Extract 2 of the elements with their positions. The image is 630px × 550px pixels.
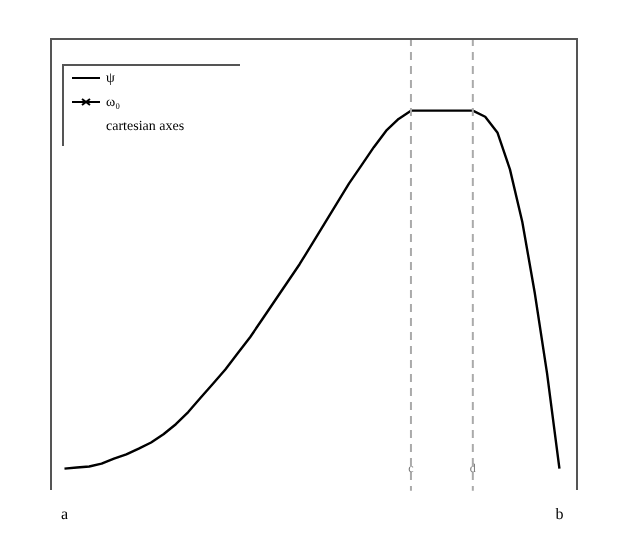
x-tick-label: b [555,504,564,523]
x-tick-label: a [60,504,69,523]
